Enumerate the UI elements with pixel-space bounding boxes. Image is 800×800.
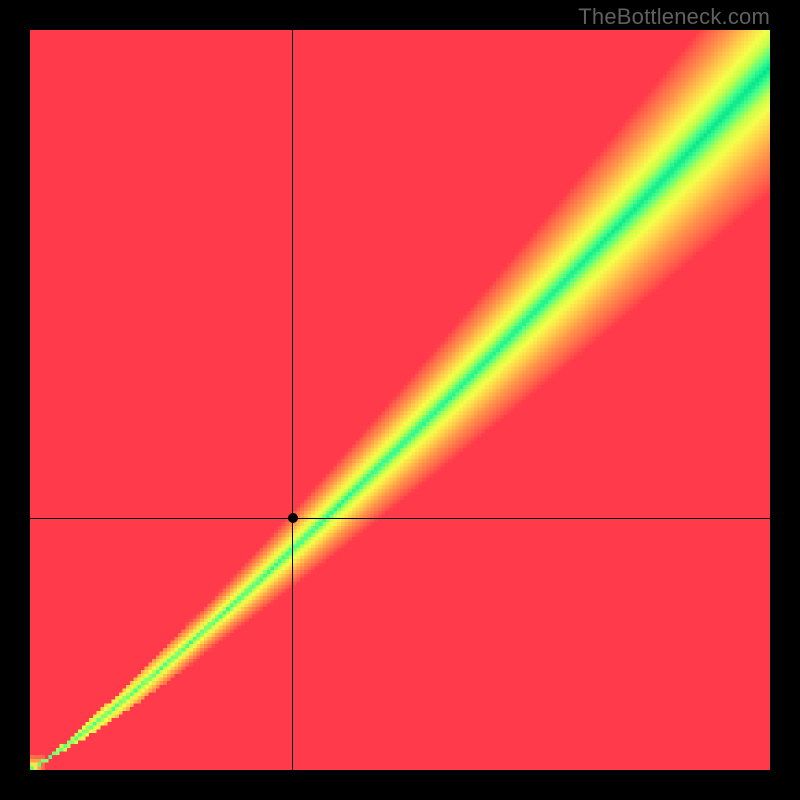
chart-container: TheBottleneck.com <box>0 0 800 800</box>
crosshair-marker <box>288 513 298 523</box>
bottleneck-heatmap-plot <box>30 30 770 770</box>
heatmap-canvas <box>30 30 770 770</box>
crosshair-horizontal <box>30 518 770 519</box>
crosshair-vertical <box>292 30 293 770</box>
watermark-text: TheBottleneck.com <box>578 4 770 30</box>
